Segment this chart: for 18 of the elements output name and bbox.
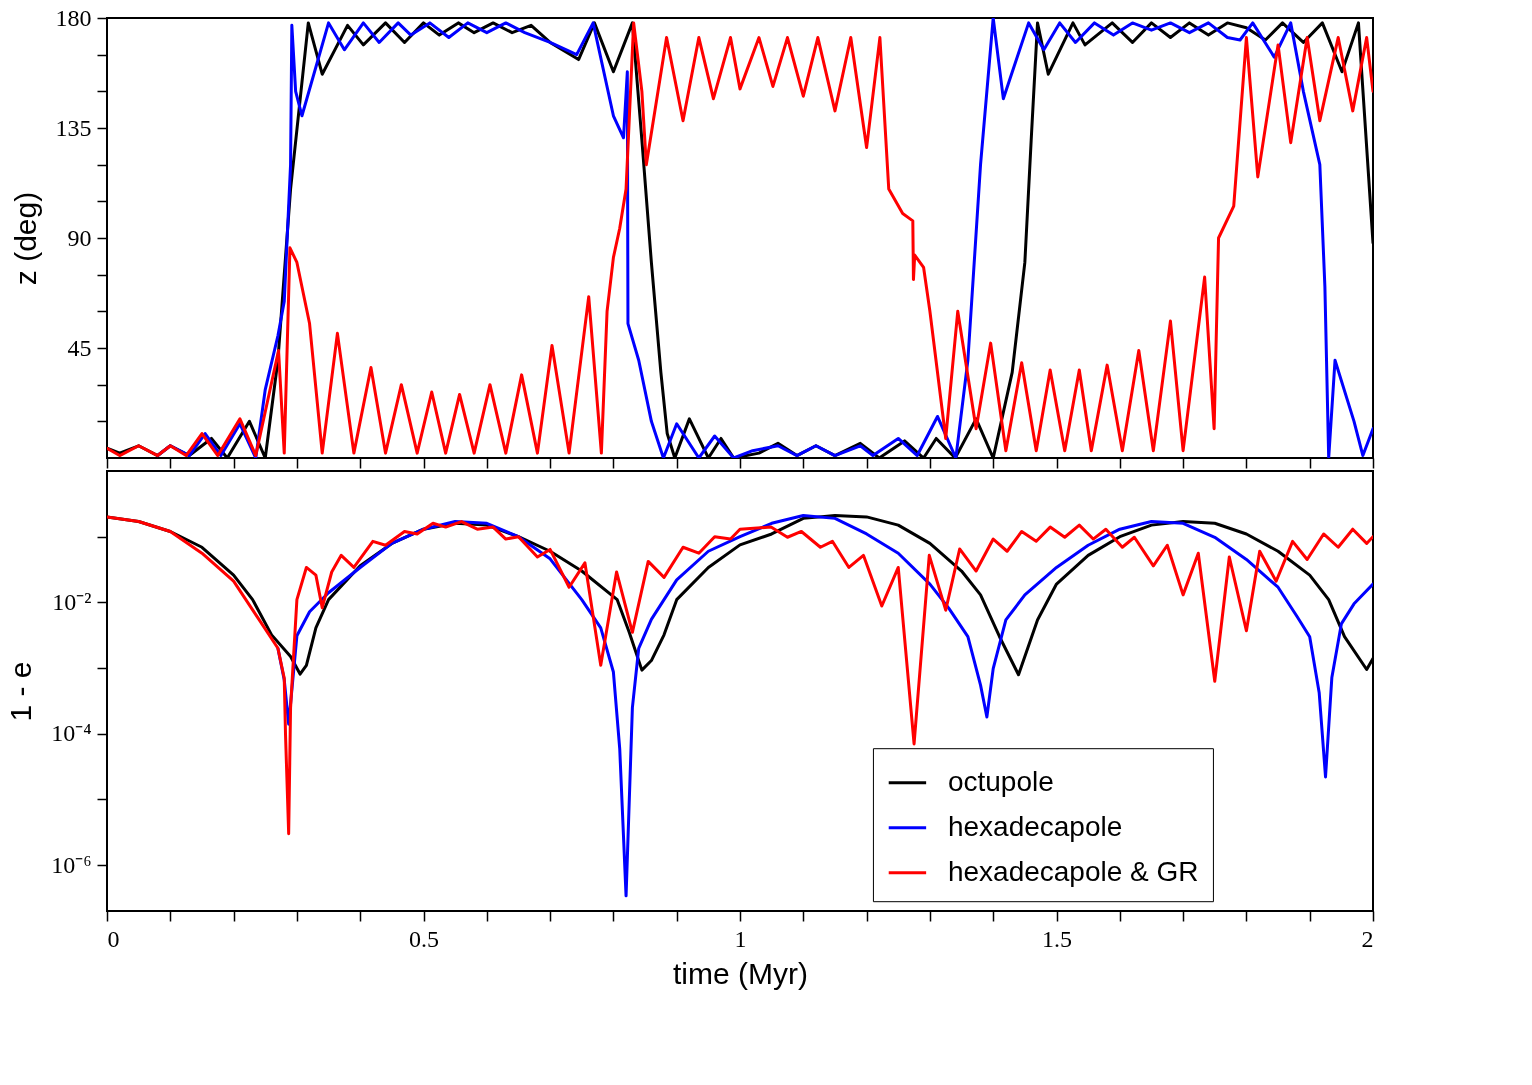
- y-tick-label: 10⁻⁶: [51, 851, 92, 878]
- y-tick-label: 45: [67, 334, 92, 361]
- x-axis-title: time (Myr): [673, 956, 808, 990]
- y-tick-label: 10⁻⁴: [51, 720, 92, 747]
- x-tick-label: 2: [1361, 925, 1374, 952]
- y-tick-label: 180: [55, 4, 92, 31]
- x-tick-label: 0: [107, 925, 120, 952]
- y-tick-label: 90: [67, 224, 92, 251]
- legend-label: hexadecapole: [947, 810, 1123, 842]
- x-tick-label: 0.5: [409, 925, 439, 952]
- legend-label: hexadecapole & GR: [947, 855, 1199, 887]
- y-tick-label: 135: [55, 114, 92, 141]
- y-axis-title: z (deg): [8, 191, 42, 286]
- y-tick-label: 10⁻²: [52, 588, 92, 615]
- x-tick-label: 1.5: [1042, 925, 1072, 952]
- x-tick-label: 1: [734, 925, 747, 952]
- legend-label: octupole: [947, 765, 1054, 797]
- y-axis-title: 1 - e: [4, 661, 38, 722]
